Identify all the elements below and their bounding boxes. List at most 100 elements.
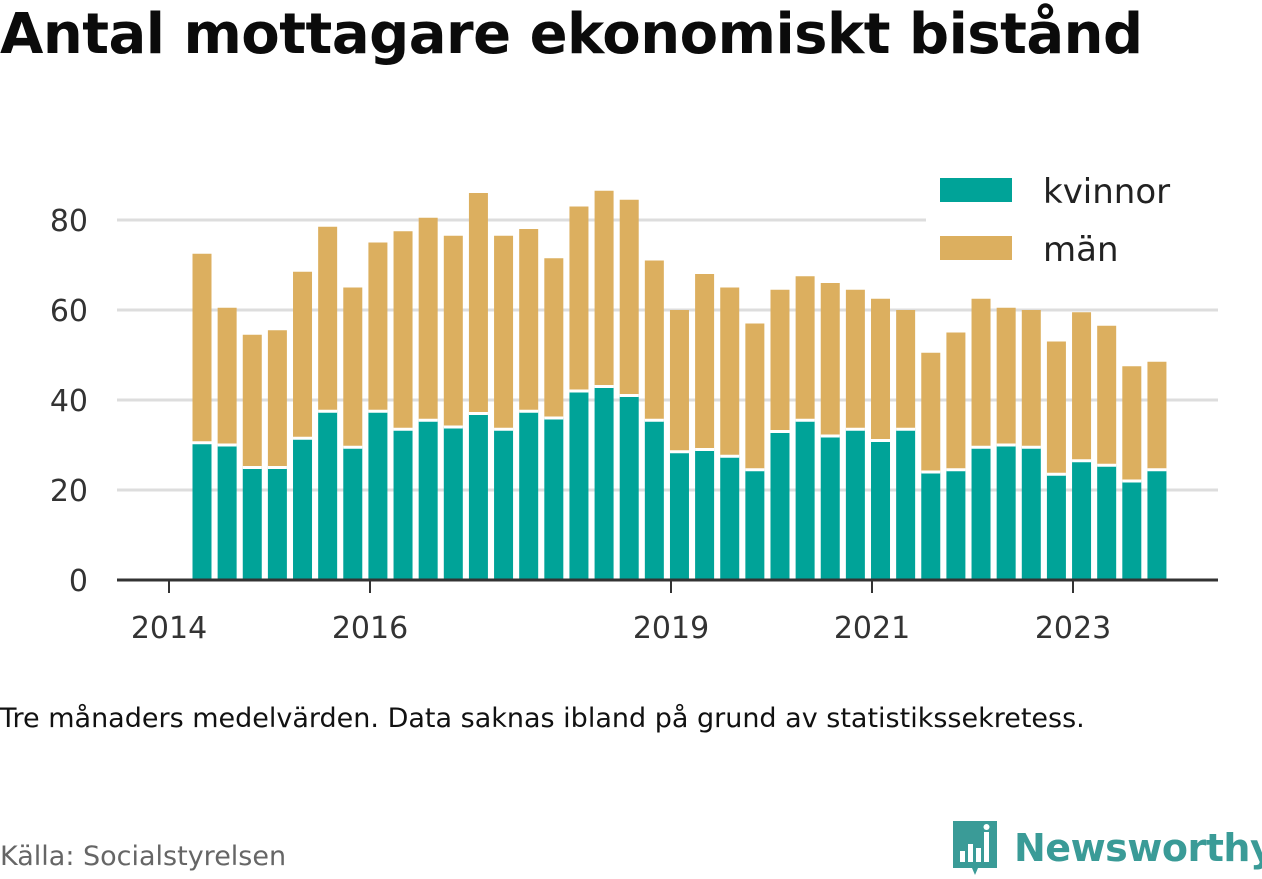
bar-kvinnor — [1021, 447, 1041, 580]
bar-kvinnor — [795, 420, 815, 580]
bar-kvinnor — [494, 429, 514, 580]
bar-man — [343, 287, 363, 448]
bar-kvinnor — [242, 467, 262, 580]
legend-swatch-kvinnor — [940, 178, 1012, 202]
bar-man — [494, 235, 514, 430]
bar-kvinnor — [293, 438, 313, 580]
bar-man — [770, 289, 790, 432]
bar-man — [368, 242, 388, 412]
source-label: Källa: Socialstyrelsen — [0, 841, 287, 872]
bar-man — [1147, 361, 1167, 470]
bar-man — [720, 287, 740, 457]
x-axis-ticks: 2014 2016 2019 2021 2023 — [131, 580, 1111, 646]
bar-kvinnor — [468, 413, 488, 580]
bar-kvinnor — [996, 445, 1016, 580]
legend-label-kvinnor: kvinnor — [1043, 172, 1170, 212]
bar-kvinnor — [318, 411, 338, 580]
bar-man — [946, 332, 966, 470]
bar-kvinnor — [418, 420, 438, 580]
bar-man — [192, 253, 212, 443]
bar-kvinnor — [569, 391, 589, 580]
bar-man — [619, 199, 639, 396]
bar-man — [896, 310, 916, 430]
bar-kvinnor — [544, 418, 564, 580]
bar-man — [242, 334, 262, 468]
bar-kvinnor — [1122, 481, 1142, 580]
bar-kvinnor — [1046, 474, 1066, 580]
bar-man — [795, 276, 815, 421]
newsworthy-logo[interactable]: Newsworthy — [950, 818, 1262, 878]
x-tick-label: 2021 — [834, 611, 910, 646]
bar-man — [996, 307, 1016, 445]
bar-kvinnor — [896, 429, 916, 580]
bar-man — [669, 310, 689, 452]
bar-kvinnor — [519, 411, 539, 580]
bar-kvinnor — [770, 431, 790, 580]
bar-kvinnor — [393, 429, 413, 580]
stacked-bar-chart: 0 20 40 60 80 2014 2016 2019 2021 2023 kvinnor m… — [49, 165, 1222, 646]
bar-kvinnor — [1147, 469, 1167, 580]
y-tick-label: 0 — [69, 564, 88, 599]
bar-man — [745, 323, 765, 470]
bar-kvinnor — [594, 386, 614, 580]
legend: kvinnor män — [926, 165, 1222, 277]
legend-swatch-man — [940, 236, 1012, 260]
bar-kvinnor — [871, 440, 891, 580]
y-tick-label: 80 — [50, 204, 88, 239]
bar-man — [971, 298, 991, 448]
bar-kvinnor — [921, 472, 941, 580]
bar-man — [318, 226, 338, 412]
bar-man — [217, 307, 237, 445]
x-tick-label: 2014 — [131, 611, 207, 646]
bar-man — [594, 190, 614, 387]
y-tick-label: 40 — [50, 384, 88, 419]
bar-man — [443, 235, 463, 427]
chart-note: Tre månaders medelvärden. Data saknas ib… — [0, 703, 1085, 734]
bar-kvinnor — [669, 451, 689, 580]
bar-man — [871, 298, 891, 441]
bar-man — [1072, 312, 1092, 461]
bar-man — [820, 283, 840, 436]
bar-man — [393, 231, 413, 430]
bar-kvinnor — [443, 427, 463, 580]
y-tick-label: 60 — [50, 294, 88, 329]
brand-name: Newsworthy — [1014, 826, 1262, 870]
bar-kvinnor — [720, 456, 740, 580]
bar-man — [1097, 325, 1117, 466]
bar-kvinnor — [845, 429, 865, 580]
bar-kvinnor — [368, 411, 388, 580]
bar-man — [845, 289, 865, 430]
bars — [192, 190, 1167, 580]
bar-kvinnor — [1072, 460, 1092, 580]
bar-man — [519, 229, 539, 412]
x-tick-label: 2023 — [1035, 611, 1111, 646]
bar-man — [1046, 341, 1066, 475]
x-tick-label: 2019 — [633, 611, 709, 646]
bar-man — [1021, 310, 1041, 448]
legend-label-man: män — [1043, 230, 1119, 270]
bar-man — [468, 193, 488, 414]
bar-man — [695, 274, 715, 450]
bar-kvinnor — [820, 436, 840, 580]
bar-kvinnor — [619, 395, 639, 580]
bar-kvinnor — [267, 467, 287, 580]
bar-kvinnor — [343, 447, 363, 580]
bar-kvinnor — [192, 442, 212, 580]
newsworthy-logo-icon — [953, 821, 997, 875]
bar-man — [644, 260, 664, 421]
bar-man — [267, 330, 287, 468]
y-tick-label: 20 — [50, 474, 88, 509]
bar-kvinnor — [695, 449, 715, 580]
bar-kvinnor — [217, 445, 237, 580]
chart-title: Antal mottagare ekonomiskt bistånd — [0, 2, 1143, 67]
x-tick-label: 2016 — [332, 611, 408, 646]
bar-man — [569, 206, 589, 391]
bar-man — [418, 217, 438, 421]
bar-kvinnor — [946, 469, 966, 580]
y-axis-ticks: 0 20 40 60 80 — [50, 204, 88, 599]
bar-man — [293, 271, 313, 439]
bar-kvinnor — [971, 447, 991, 580]
bar-man — [921, 352, 941, 472]
bar-man — [544, 258, 564, 418]
bar-kvinnor — [644, 420, 664, 580]
